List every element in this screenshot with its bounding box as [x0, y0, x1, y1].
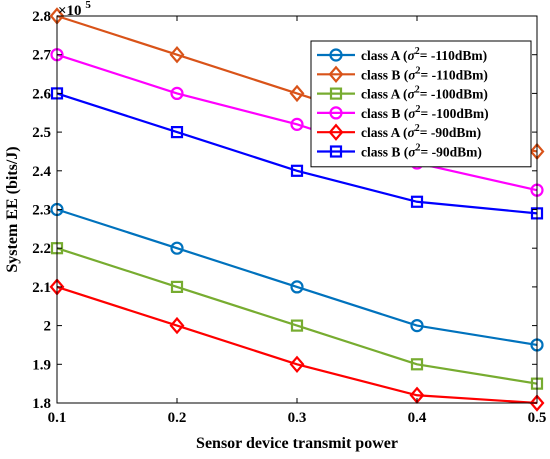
- legend-item: class B (σ2= -100dBm): [317, 104, 489, 121]
- series-1: [50, 202, 544, 352]
- legend-sigma-power: 2: [416, 65, 421, 76]
- data-point: [290, 319, 304, 332]
- data-point: [169, 316, 185, 335]
- data-point: [410, 319, 424, 333]
- legend-label: class B (σ2= -90dBm): [361, 143, 482, 160]
- legend-sigma: σ: [408, 106, 416, 121]
- x-tick-label: 0.5: [528, 410, 547, 426]
- data-point: [410, 358, 424, 371]
- legend-item: class A (σ2= -110dBm): [317, 46, 487, 63]
- legend-marker: [328, 65, 344, 83]
- legend-label-prefix: class B (: [361, 106, 409, 121]
- legend-marker: [329, 145, 343, 158]
- legend-label-prefix: class A (: [361, 48, 408, 63]
- legend-sigma-power: 2: [416, 104, 421, 115]
- series-line: [56, 208, 538, 347]
- ticks-layer: 0.1 0.2 0.3 0.4 0.5 1.8 1.9 2 2.1 2.2 2.3 2.4 2.5 2.6…: [32, 9, 546, 426]
- legend-marker: [328, 123, 344, 141]
- legend-label-suffix: = -100dBm): [420, 87, 488, 102]
- legend-label: class B (σ2= -100dBm): [361, 104, 489, 121]
- data-point: [170, 280, 184, 293]
- legend-sigma: σ: [408, 145, 416, 160]
- data-point: [410, 195, 424, 208]
- data-point: [170, 86, 184, 101]
- x-tick-label: 0.4: [408, 410, 427, 426]
- legend-label: class A (σ2= -90dBm): [361, 123, 481, 140]
- data-point: [290, 164, 304, 177]
- data-point: [290, 117, 304, 131]
- legend-label: class A (σ2= -100dBm): [361, 85, 488, 102]
- y-tick-label: 2.7: [32, 48, 51, 64]
- legend-marker: [329, 106, 343, 120]
- y-tick-label: 2: [44, 319, 52, 335]
- y-tick-label: 2.8: [32, 9, 51, 25]
- legend-sigma: σ: [408, 67, 416, 82]
- legend-item: class B (σ2= -110dBm): [317, 65, 488, 83]
- data-point: [529, 394, 545, 412]
- legend-item: class A (σ2= -100dBm): [317, 85, 488, 102]
- x-tick-label: 0.1: [48, 410, 67, 426]
- legend-sigma: σ: [408, 87, 416, 102]
- legend-item: class B (σ2= -90dBm): [317, 143, 482, 160]
- series-3: [50, 242, 544, 390]
- legend-label-prefix: class A (: [361, 125, 408, 140]
- legend-sigma: σ: [408, 125, 416, 140]
- y-tick-label: 2.2: [32, 241, 51, 257]
- data-point: [169, 46, 185, 64]
- legend-label-suffix: = -90dBm): [420, 125, 481, 140]
- legend-label-prefix: class B (: [361, 67, 409, 82]
- y-tick-label: 2.5: [32, 125, 51, 141]
- legend-sigma-power: 2: [415, 46, 420, 57]
- data-point: [290, 280, 304, 294]
- x-axis-label: Sensor device transmit power: [196, 435, 398, 452]
- data-point: [170, 241, 184, 255]
- series-line: [56, 285, 538, 405]
- legend: class A (σ2= -110dBm)class B (σ2= -110dB…: [310, 40, 532, 168]
- y-tick-label: 2.3: [32, 203, 51, 219]
- legend-box: [310, 40, 532, 168]
- x-tick-label: 0.3: [288, 410, 307, 426]
- y-tick-label: 1.8: [32, 396, 51, 412]
- legend-marker: [329, 87, 343, 100]
- legend-sigma-power: 2: [415, 123, 420, 134]
- legend-sigma-power: 2: [416, 143, 421, 154]
- x-tick-label: 0.2: [168, 410, 187, 426]
- y-tick-label: 1.9: [32, 357, 51, 373]
- series-5: [49, 278, 545, 412]
- y-axis-label: System EE (bits/J): [4, 146, 21, 272]
- legend-label-suffix: = -90dBm): [421, 145, 482, 160]
- legend-sigma: σ: [408, 48, 416, 63]
- legend-label: class A (σ2= -110dBm): [361, 46, 487, 63]
- series-line: [56, 92, 538, 215]
- legend-label-prefix: class B (: [361, 145, 409, 160]
- legend-label-suffix: = -110dBm): [421, 67, 488, 82]
- legend-sigma-power: 2: [415, 85, 420, 96]
- y-exponent-base: ×10: [58, 3, 82, 19]
- y-exponent-label: ×10 5: [58, 0, 91, 19]
- legend-marker: [329, 48, 343, 62]
- legend-label: class B (σ2= -110dBm): [361, 65, 488, 82]
- data-point: [289, 355, 305, 373]
- y-tick-label: 2.1: [32, 280, 51, 296]
- series-line: [56, 53, 538, 192]
- y-tick-label: 2.4: [32, 164, 51, 180]
- y-tick-label: 2.6: [32, 86, 51, 102]
- legend-label-prefix: class A (: [361, 87, 408, 102]
- legend-item: class A (σ2= -90dBm): [317, 123, 481, 141]
- legend-label-suffix: = -110dBm): [420, 48, 487, 63]
- series-line: [56, 247, 538, 385]
- y-exponent-power: 5: [85, 0, 91, 11]
- legend-label-suffix: = -100dBm): [421, 106, 489, 121]
- data-point: [170, 125, 184, 139]
- data-point: [289, 84, 305, 103]
